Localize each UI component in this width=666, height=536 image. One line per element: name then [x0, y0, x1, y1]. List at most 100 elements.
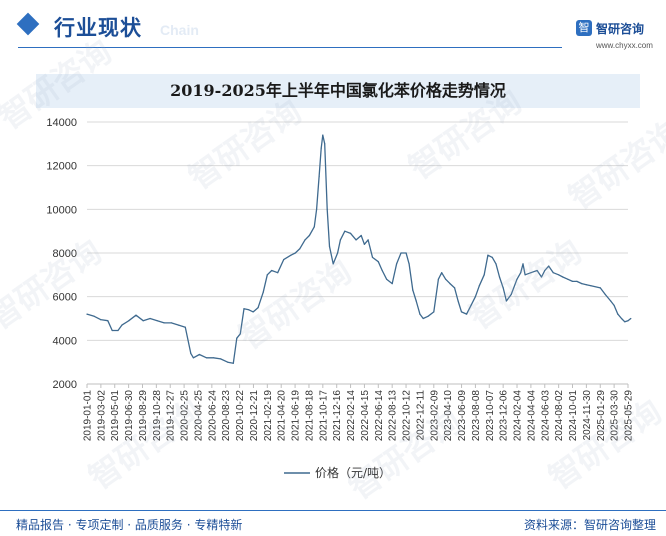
series-point: [502, 287, 504, 289]
series-point: [441, 272, 443, 274]
series-point: [350, 232, 352, 234]
series-point: [227, 361, 229, 363]
series-point: [377, 261, 379, 263]
series-point: [498, 276, 501, 278]
series-point: [530, 272, 532, 274]
x-tick-label: 2023-02-09: [429, 390, 440, 442]
series-point: [266, 274, 268, 276]
series-point: [478, 285, 480, 287]
series-point: [427, 315, 429, 317]
series-point: [433, 311, 435, 313]
series-point: [271, 269, 273, 272]
series-point: [437, 278, 439, 280]
series-point: [190, 352, 192, 354]
series-point: [107, 320, 109, 322]
y-tick-label: 2000: [53, 379, 77, 391]
series-point: [386, 278, 388, 280]
series-point: [466, 313, 468, 315]
series-point: [449, 283, 451, 285]
series-point: [396, 263, 398, 265]
x-tick-label: 2020-10-22: [235, 390, 246, 442]
series-point: [93, 315, 95, 317]
series-point: [505, 300, 507, 302]
series-point: [495, 263, 497, 265]
series-point: [156, 320, 158, 322]
x-tick-label: 2023-08-08: [471, 390, 482, 442]
x-tick-label: 2019-08-29: [138, 390, 149, 442]
series-point: [344, 230, 346, 232]
series-point: [491, 256, 493, 258]
series-point: [232, 362, 234, 364]
brand-url: www.chyxx.com: [596, 41, 653, 50]
series-point: [170, 322, 172, 324]
series-point: [624, 321, 626, 323]
x-tick-label: 2020-04-25: [193, 390, 204, 442]
series-point: [337, 252, 339, 254]
footer: 精品报告 · 专项定制 · 品质服务 · 专精特新 资料来源：智研咨询整理: [0, 510, 666, 536]
series-point: [571, 280, 574, 282]
series-point: [381, 269, 383, 272]
series-point: [391, 283, 393, 285]
series-point: [220, 358, 222, 360]
chart-title-band: 2019-2025年上半年中国氯化苯价格走势情况: [36, 74, 640, 108]
series-line: [86, 134, 632, 364]
series-point: [257, 307, 259, 309]
series-point: [405, 252, 407, 254]
series-point: [460, 311, 463, 313]
series-point: [470, 304, 472, 306]
x-tick-label: 2020-06-24: [207, 390, 218, 442]
x-tick-label: 2025-05-29: [624, 390, 635, 442]
x-tick-label: 2023-10-07: [485, 390, 496, 442]
x-tick-label: 2021-08-18: [304, 390, 315, 442]
x-tick-label: 2024-06-03: [540, 390, 551, 442]
series-point: [117, 329, 119, 332]
series-point: [252, 311, 254, 313]
diamond-icon: [16, 12, 40, 36]
series-point: [581, 283, 583, 285]
series-point: [613, 304, 615, 306]
series-point: [313, 226, 315, 228]
series-point: [367, 239, 369, 241]
series-point: [620, 317, 623, 320]
series-point: [548, 265, 550, 267]
x-tick-label: 2021-04-20: [277, 390, 288, 442]
series-point: [412, 289, 414, 291]
header: 行业现状 Chain: [0, 0, 666, 52]
series-point: [355, 239, 357, 241]
series-point: [328, 245, 331, 247]
x-tick-label: 2023-06-09: [457, 390, 468, 442]
series-point: [457, 300, 459, 302]
series-point: [400, 252, 402, 254]
series-point: [243, 308, 245, 310]
series-point: [326, 208, 328, 210]
series-point: [562, 276, 564, 278]
y-tick-label: 14000: [46, 117, 77, 129]
x-tick-label: 2019-06-30: [124, 390, 135, 442]
series-point: [239, 333, 241, 335]
series-point: [304, 239, 306, 241]
series-point: [360, 234, 362, 237]
series-point: [163, 322, 165, 324]
series-point: [205, 357, 208, 359]
series-point: [135, 314, 137, 316]
series-point: [585, 284, 588, 286]
brand-mark-icon: 智: [576, 20, 592, 36]
series-point: [322, 134, 324, 136]
series-point: [371, 256, 374, 258]
series-point: [332, 263, 334, 265]
series-point: [248, 309, 250, 311]
section-subtitle: Chain: [160, 22, 199, 38]
series-point: [299, 248, 301, 250]
series-point: [236, 337, 238, 339]
series-point: [324, 143, 326, 145]
series-point: [558, 274, 560, 276]
series-point: [111, 329, 113, 332]
x-tick-label: 2024-02-04: [513, 390, 524, 442]
series-point: [86, 313, 88, 315]
x-tick-label: 2020-12-21: [249, 390, 260, 442]
x-tick-label: 2019-05-01: [110, 390, 121, 442]
series-point: [149, 317, 151, 320]
y-tick-label: 12000: [46, 161, 77, 173]
x-tick-label: 2019-03-02: [96, 390, 107, 442]
x-tick-label: 2025-01-29: [596, 390, 607, 442]
